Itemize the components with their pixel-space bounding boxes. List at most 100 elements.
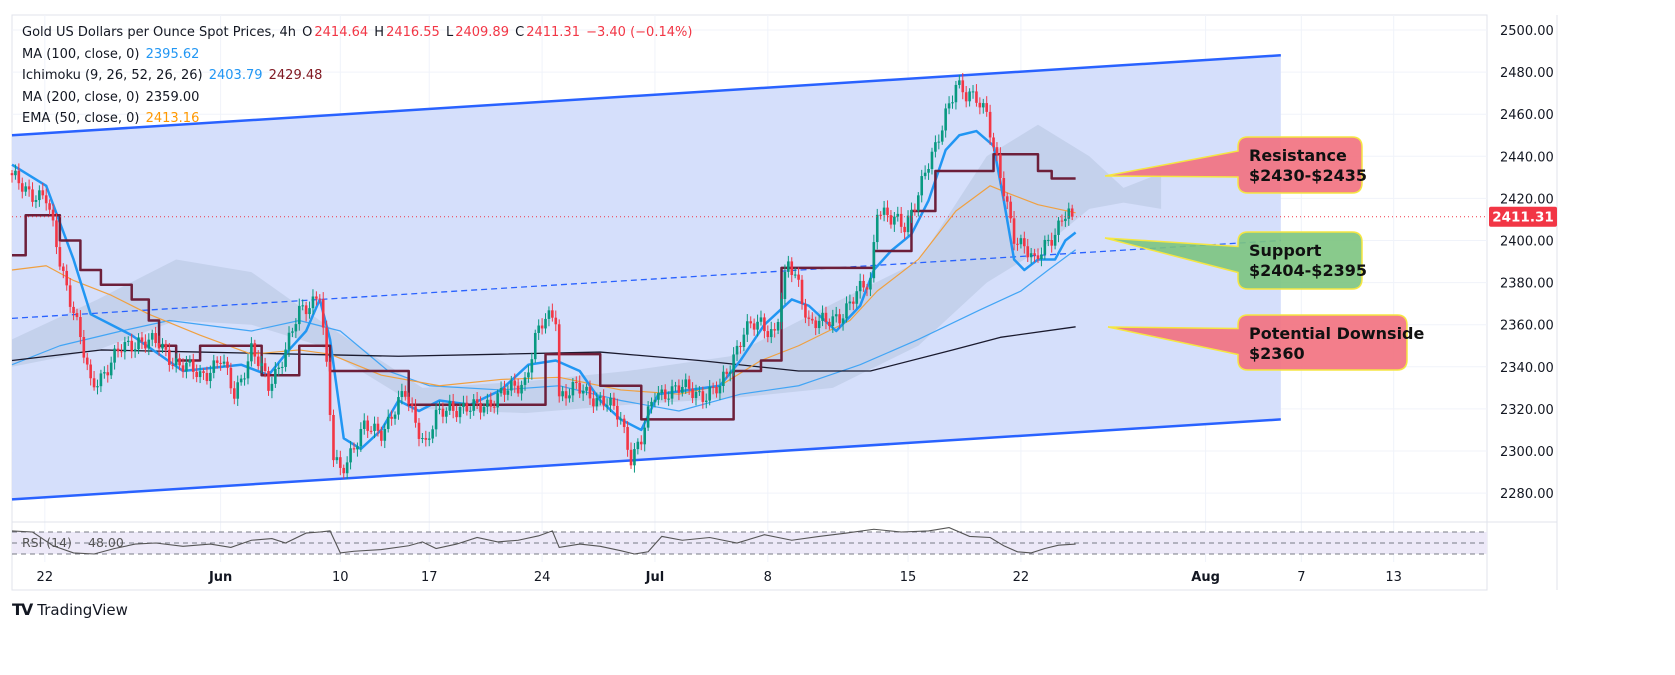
candle-body: [417, 422, 421, 439]
candle-body: [161, 343, 164, 349]
candle: [236, 375, 240, 406]
candle-body: [383, 429, 387, 441]
candle: [239, 374, 243, 386]
candle: [161, 338, 164, 354]
candle-body: [1029, 253, 1033, 258]
candle: [215, 356, 219, 369]
candle: [267, 366, 270, 396]
candle-body: [893, 216, 896, 225]
candle-body: [404, 391, 407, 397]
candle-body: [72, 306, 75, 314]
candle-body: [981, 103, 985, 108]
candle: [256, 350, 260, 370]
candle-body: [657, 393, 660, 400]
candle: [581, 384, 585, 401]
candle: [687, 375, 691, 395]
candle-body: [168, 349, 171, 365]
candle-body: [875, 214, 879, 243]
candle: [144, 334, 147, 353]
candle: [855, 285, 859, 309]
candle: [715, 381, 718, 398]
candle: [431, 425, 434, 444]
candle-body: [633, 449, 636, 466]
candle-body: [1019, 238, 1023, 245]
candle-body: [694, 391, 698, 399]
candle: [68, 278, 72, 313]
candle-body: [639, 441, 643, 445]
candle: [407, 392, 411, 412]
candle: [479, 396, 482, 420]
candle: [79, 310, 82, 345]
candle: [875, 208, 879, 250]
candle: [978, 97, 982, 115]
candle: [277, 363, 281, 376]
y-tick-label: 2300.00: [1500, 445, 1554, 460]
candle-body: [834, 314, 838, 317]
candle: [609, 393, 612, 413]
legend-ema50[interactable]: EMA (50, close, 0) 2413.16: [22, 108, 694, 130]
candle-body: [318, 298, 322, 300]
candle-body: [356, 446, 359, 450]
candle: [824, 306, 828, 330]
legend-ma200[interactable]: MA (200, close, 0) 2359.00: [22, 87, 694, 109]
candle: [503, 380, 506, 403]
candle-body: [482, 406, 486, 413]
resistance-range: $2430-$2435: [1249, 166, 1367, 185]
candle: [554, 310, 558, 332]
candle: [513, 373, 517, 393]
candle-body: [62, 266, 65, 271]
candle: [27, 179, 31, 197]
candle: [318, 294, 322, 304]
open-label: O: [302, 25, 313, 40]
candle-body: [496, 393, 499, 408]
candle-body: [65, 270, 69, 286]
candle: [540, 318, 544, 335]
candle-body: [718, 385, 722, 394]
candle: [390, 410, 393, 426]
candle-body: [940, 130, 944, 142]
candle-body: [667, 398, 670, 400]
x-tick-label: 15: [900, 570, 917, 585]
candle-body: [92, 378, 96, 388]
y-tick-label: 2480.00: [1500, 66, 1554, 81]
legend-symbol-row: Gold US Dollars per Ounce Spot Prices, 4…: [22, 22, 694, 44]
candle: [510, 375, 513, 397]
candle-body: [123, 342, 127, 353]
candle-body: [790, 261, 794, 276]
candle: [185, 355, 188, 379]
candle: [766, 325, 770, 343]
candle-body: [27, 186, 31, 190]
candle: [335, 449, 339, 464]
candle: [369, 426, 373, 435]
legend-ma100[interactable]: MA (100, close, 0) 2395.62: [22, 44, 694, 66]
candle: [195, 364, 198, 383]
candle-body: [821, 312, 824, 321]
candle-body: [704, 400, 708, 402]
candle-body: [263, 363, 267, 372]
candle-body: [75, 313, 79, 318]
candle-body: [1060, 220, 1064, 222]
candle: [202, 368, 205, 380]
chart-legend: Gold US Dollars per Ounce Spot Prices, 4…: [22, 22, 694, 130]
candle: [38, 185, 41, 207]
tradingview-logo[interactable]: TV TradingView: [12, 600, 128, 619]
candle-body: [297, 305, 301, 325]
candle: [975, 84, 978, 107]
candle-body: [274, 369, 277, 384]
legend-ichimoku[interactable]: Ichimoku (9, 26, 52, 26, 26) 2403.79 242…: [22, 65, 694, 87]
candle-body: [557, 324, 561, 397]
candle: [708, 379, 711, 406]
candle-body: [961, 80, 965, 93]
candle: [612, 392, 616, 410]
candle: [684, 373, 688, 394]
candle-body: [246, 361, 250, 379]
candle: [1057, 217, 1060, 243]
candle-body: [1033, 253, 1036, 256]
candle: [872, 234, 876, 283]
candle: [106, 364, 110, 383]
candle: [103, 366, 106, 379]
candle: [677, 379, 681, 401]
candle: [564, 384, 568, 406]
candle: [482, 403, 486, 417]
